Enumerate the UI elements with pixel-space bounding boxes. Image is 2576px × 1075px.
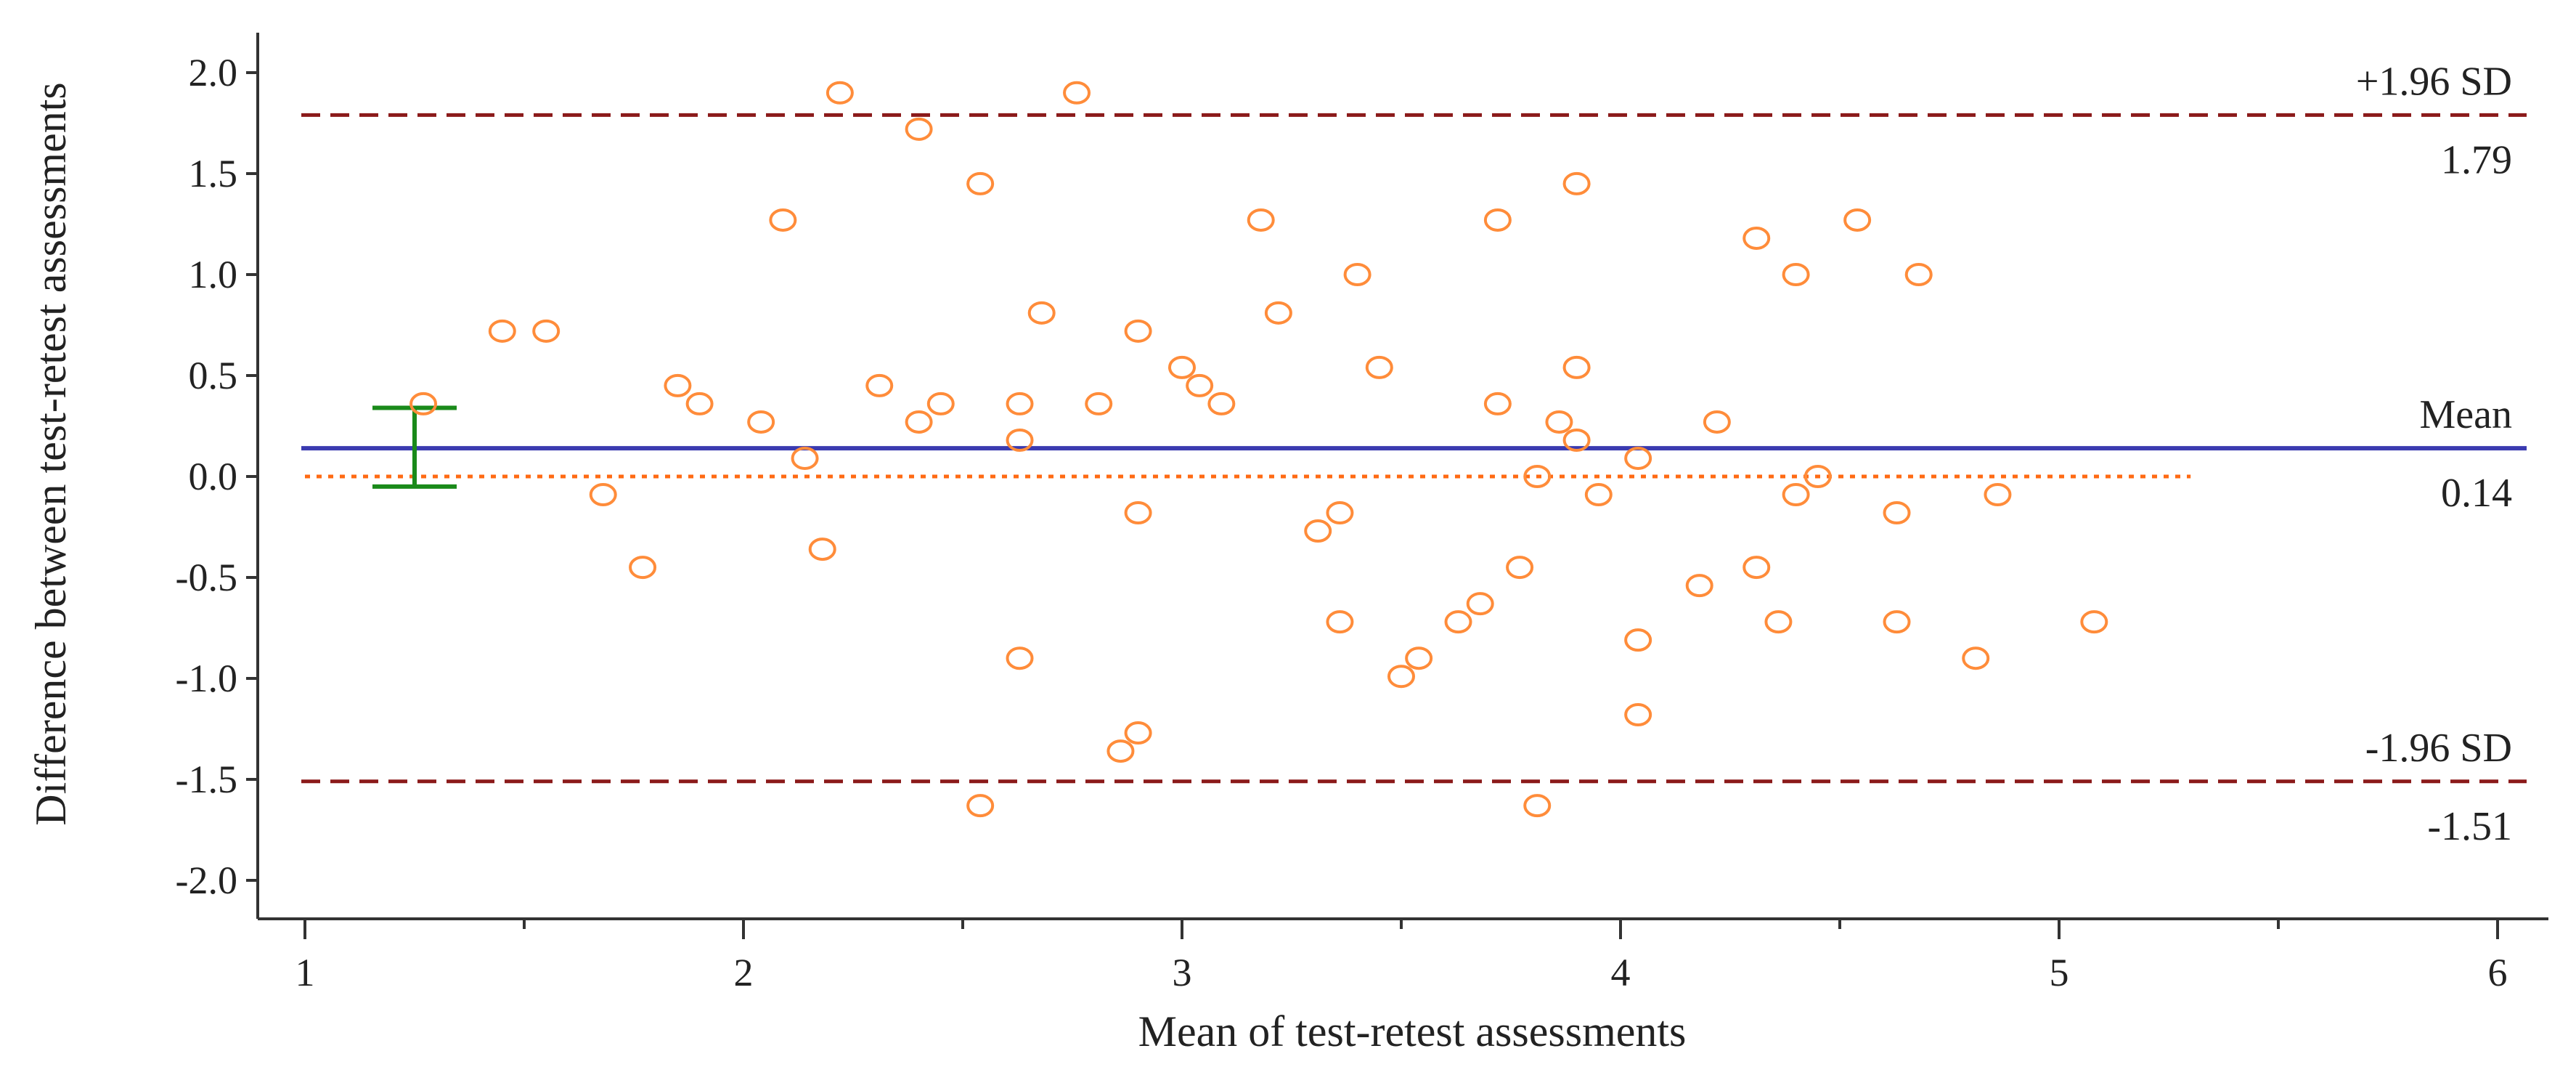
data-point — [1124, 501, 1152, 525]
reference-lines — [301, 113, 2527, 784]
data-point — [1743, 556, 1771, 580]
data-point — [1624, 628, 1652, 652]
data-point — [1326, 610, 1354, 634]
y-tick-label: 0.0 — [189, 455, 238, 498]
data-point — [1365, 355, 1393, 379]
x-axis-title: Mean of test-retest assessments — [1138, 1007, 1687, 1055]
data-point — [2080, 610, 2108, 634]
data-point — [1624, 446, 1652, 470]
data-point — [1703, 410, 1731, 434]
data-point — [1883, 610, 1911, 634]
data-point — [1843, 208, 1872, 232]
upper-limit-label: +1.96 SD — [2356, 59, 2512, 104]
data-point — [1027, 301, 1056, 325]
x-tick-label: 1 — [295, 951, 315, 994]
data-point — [1387, 665, 1415, 689]
data-point — [1006, 428, 1034, 452]
data-point — [926, 392, 955, 415]
data-point — [1685, 574, 1713, 598]
data-point — [826, 81, 854, 105]
y-tick-label: 0.5 — [189, 354, 238, 397]
data-point — [769, 208, 797, 232]
data-point — [1186, 373, 1214, 397]
data-point — [1904, 263, 1933, 286]
data-point — [1743, 226, 1771, 250]
y-tick-label: 1.0 — [189, 253, 238, 296]
data-point — [1962, 646, 1990, 670]
data-point — [1764, 610, 1793, 634]
data-point — [1562, 171, 1591, 195]
y-tick-label: -1.5 — [176, 758, 237, 801]
y-tick-label: 1.5 — [189, 152, 238, 195]
data-point — [1584, 483, 1613, 507]
data-point — [1984, 483, 2012, 507]
mean-value: 0.14 — [2441, 471, 2512, 516]
data-point — [966, 794, 995, 818]
data-point — [808, 538, 836, 561]
lower-limit-value: -1.51 — [2427, 804, 2512, 849]
y-axis-title: Difference between test-retest assessmen… — [27, 82, 75, 826]
data-point — [409, 392, 438, 415]
data-point — [1264, 301, 1292, 325]
data-point — [1483, 392, 1512, 415]
data-point — [1006, 392, 1034, 415]
data-point — [1085, 392, 1113, 415]
data-point — [1506, 556, 1534, 580]
y-tick-label: 2.0 — [189, 51, 238, 94]
data-point — [1207, 392, 1236, 415]
upper-limit-value: 1.79 — [2441, 137, 2512, 182]
x-tick-label: 6 — [2488, 951, 2508, 994]
data-point — [664, 373, 692, 397]
data-point — [1124, 319, 1152, 343]
data-point — [1304, 519, 1332, 543]
data-point — [1106, 739, 1135, 763]
data-points — [409, 81, 2108, 818]
data-point — [1562, 428, 1591, 452]
data-point — [1466, 592, 1494, 616]
x-tick-label: 2 — [734, 951, 754, 994]
axes: 2.0 1.5 1.0 0.5 0.0 -0.5 -1.0 -1.5 -2.0 1 2 3 4 5 6 — [176, 33, 2548, 994]
data-point — [791, 446, 819, 470]
y-tick-label: -2.0 — [176, 859, 237, 902]
data-point — [1343, 263, 1371, 286]
data-point — [905, 410, 933, 434]
reference-labels: +1.96 SD 1.79 Mean 0.14 -1.96 SD -1.51 — [2356, 59, 2512, 848]
data-point — [589, 483, 617, 507]
data-point — [1405, 646, 1433, 670]
data-point — [1247, 208, 1275, 232]
y-tick-label: -1.0 — [176, 657, 237, 700]
data-point — [865, 373, 894, 397]
data-point — [1006, 646, 1034, 670]
data-point — [629, 556, 657, 580]
data-point — [1523, 794, 1552, 818]
data-point — [1545, 410, 1573, 434]
data-point — [747, 410, 775, 434]
data-point — [1782, 483, 1810, 507]
data-point — [1803, 465, 1832, 488]
data-point — [1444, 610, 1472, 634]
data-point — [1063, 81, 1091, 105]
lower-limit-label: -1.96 SD — [2365, 726, 2512, 771]
data-point — [966, 171, 995, 195]
data-point — [1326, 501, 1354, 525]
data-point — [685, 392, 714, 415]
data-point — [1523, 465, 1552, 488]
data-point — [1624, 703, 1652, 727]
x-tick-label: 3 — [1173, 951, 1192, 994]
mean-confidence-interval — [372, 405, 457, 489]
data-point — [488, 319, 516, 343]
data-point — [1562, 355, 1591, 379]
data-point — [1782, 263, 1810, 286]
data-point — [1883, 501, 1911, 525]
x-tick-label: 5 — [2050, 951, 2069, 994]
x-tick-label: 4 — [1611, 951, 1631, 994]
data-point — [905, 117, 933, 141]
data-point — [1168, 355, 1196, 379]
mean-label: Mean — [2419, 392, 2512, 437]
data-point — [1124, 721, 1152, 745]
data-point — [1483, 208, 1512, 232]
y-tick-label: -0.5 — [176, 556, 237, 599]
data-point — [532, 319, 561, 343]
